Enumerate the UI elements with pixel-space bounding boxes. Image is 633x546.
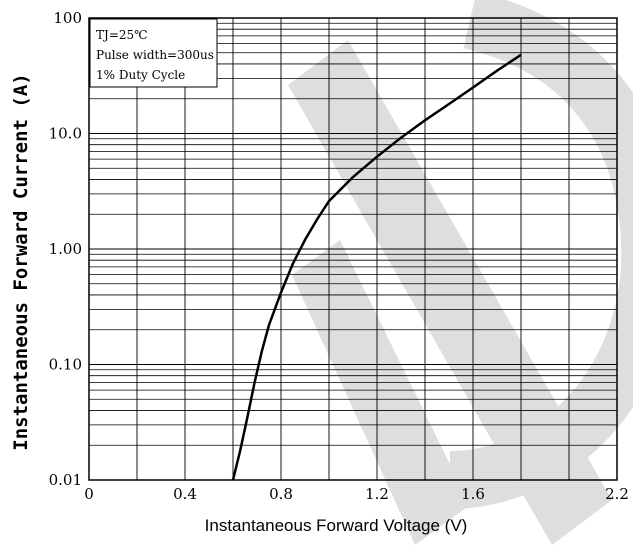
x-tick-label: 2.2 bbox=[605, 485, 629, 503]
series-line bbox=[231, 53, 522, 481]
annotation-line-1: TJ=25℃ bbox=[96, 28, 148, 42]
x-axis-label: Instantaneous Forward Voltage (V) bbox=[205, 516, 468, 535]
y-axis-label: Instantaneous Forward Current (A) bbox=[10, 73, 32, 451]
legend-box: TJ=25℃ Pulse width=300us 1% Duty Cycle bbox=[89, 18, 218, 88]
y-tick-label: 100 bbox=[53, 9, 82, 27]
y-tick-label: 1.00 bbox=[49, 240, 82, 258]
annotation-line-2: Pulse width=300us bbox=[96, 48, 214, 62]
y-tick-label: 10.0 bbox=[49, 125, 82, 143]
x-tick-label: 1.6 bbox=[461, 485, 485, 503]
x-tick-labels: 0 0.4 0.8 1.2 1.6 2.2 bbox=[84, 485, 629, 503]
watermark-stroke-lower bbox=[292, 240, 470, 545]
y-tick-label: 0.01 bbox=[49, 471, 82, 489]
y-tick-label: 0.10 bbox=[49, 356, 82, 374]
x-tick-label: 1.2 bbox=[365, 485, 389, 503]
x-tick-label: 0 bbox=[84, 485, 94, 503]
watermark-stroke-upper bbox=[288, 40, 612, 545]
x-tick-label: 0.4 bbox=[173, 485, 197, 503]
plot-frame bbox=[88, 17, 618, 481]
x-tick-label: 0.8 bbox=[269, 485, 293, 503]
annotation-line-3: 1% Duty Cycle bbox=[96, 68, 185, 82]
y-tick-labels: 100 10.0 1.00 0.10 0.01 bbox=[49, 9, 82, 489]
